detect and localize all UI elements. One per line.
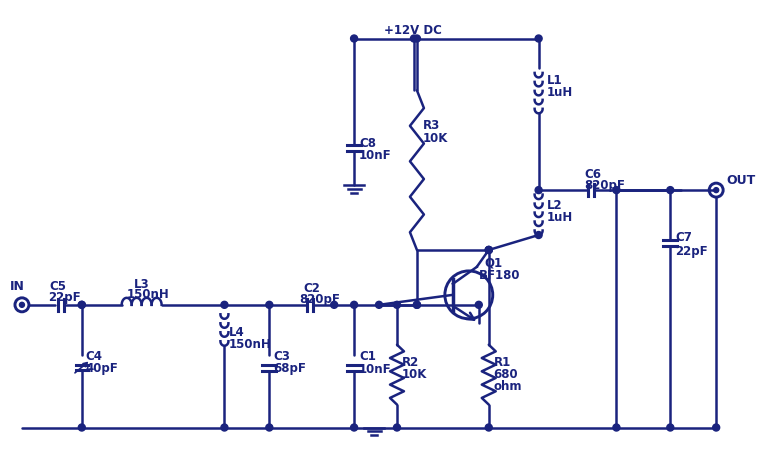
Circle shape [535, 187, 542, 194]
Circle shape [375, 301, 383, 309]
Text: Q1: Q1 [485, 256, 503, 269]
Circle shape [713, 424, 720, 431]
Text: 680: 680 [494, 368, 518, 381]
Text: 68pF: 68pF [273, 362, 306, 375]
Text: C1: C1 [359, 350, 376, 363]
Text: L4: L4 [228, 326, 244, 339]
Circle shape [78, 301, 85, 309]
Text: R1: R1 [494, 356, 511, 369]
Circle shape [413, 301, 420, 309]
Circle shape [613, 424, 620, 431]
Text: 10nF: 10nF [359, 149, 392, 162]
Text: BF180: BF180 [479, 269, 521, 283]
Text: L2: L2 [546, 199, 562, 211]
Text: 820pF: 820pF [299, 293, 340, 306]
Text: 40pF: 40pF [86, 362, 119, 375]
Circle shape [714, 187, 718, 193]
Circle shape [535, 35, 542, 42]
Text: 1uH: 1uH [546, 86, 573, 99]
Text: IN: IN [10, 280, 24, 293]
Text: 150nH: 150nH [126, 288, 170, 301]
Circle shape [613, 187, 620, 194]
Circle shape [413, 301, 420, 309]
Text: C5: C5 [50, 280, 67, 293]
Text: C3: C3 [273, 350, 290, 363]
Text: C8: C8 [359, 137, 376, 150]
Circle shape [266, 301, 272, 309]
Circle shape [535, 232, 542, 238]
Circle shape [266, 424, 272, 431]
Text: C6: C6 [584, 168, 601, 181]
Circle shape [78, 301, 85, 309]
Circle shape [221, 424, 228, 431]
Circle shape [413, 35, 420, 42]
Circle shape [331, 301, 338, 309]
Text: 22pF: 22pF [675, 245, 708, 259]
Text: ohm: ohm [494, 380, 522, 393]
Text: C2: C2 [303, 282, 320, 295]
Circle shape [410, 35, 418, 42]
Text: 10K: 10K [423, 132, 448, 145]
Circle shape [486, 424, 492, 431]
Circle shape [351, 301, 358, 309]
Circle shape [486, 246, 492, 253]
Text: +12V DC: +12V DC [384, 24, 442, 37]
Circle shape [78, 424, 85, 431]
Circle shape [667, 424, 673, 431]
Text: 1uH: 1uH [546, 211, 573, 224]
Text: R2: R2 [402, 356, 419, 369]
Circle shape [393, 424, 400, 431]
Circle shape [20, 302, 24, 307]
Circle shape [221, 301, 228, 309]
Circle shape [393, 301, 400, 309]
Circle shape [351, 424, 358, 431]
Text: 10nF: 10nF [359, 363, 392, 376]
Text: C7: C7 [675, 231, 693, 244]
Text: R3: R3 [423, 119, 440, 132]
Text: 150nH: 150nH [228, 338, 271, 351]
Text: C4: C4 [86, 350, 103, 363]
Circle shape [351, 35, 358, 42]
Text: 820pF: 820pF [584, 179, 626, 192]
Circle shape [486, 246, 492, 253]
Text: 10K: 10K [402, 368, 428, 381]
Text: 22pF: 22pF [48, 292, 81, 304]
Text: OUT: OUT [726, 174, 756, 187]
Circle shape [486, 246, 492, 253]
Circle shape [667, 187, 673, 194]
Text: L1: L1 [546, 74, 562, 87]
Text: L3: L3 [134, 278, 149, 292]
Circle shape [476, 301, 482, 309]
